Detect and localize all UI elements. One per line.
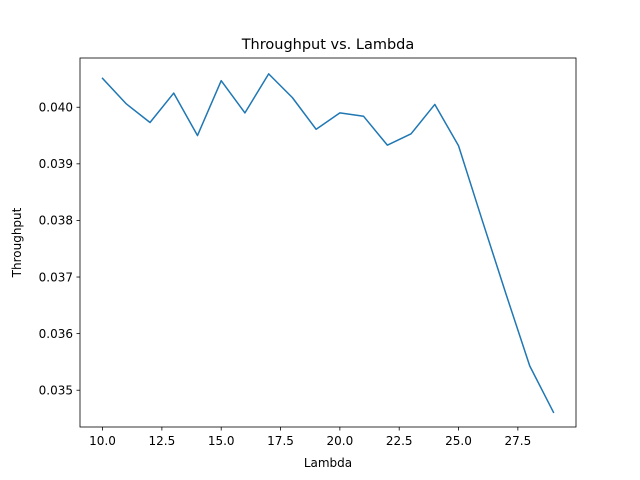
x-axis: 10.0 12.5 15.0 17.5 20.0 22.5 25.0 27.5 [89, 427, 531, 448]
x-tick-label: 27.5 [504, 434, 531, 448]
x-tick-label: 25.0 [445, 434, 472, 448]
x-tick-label: 20.0 [327, 434, 354, 448]
chart-title: Throughput vs. Lambda [241, 37, 415, 53]
y-axis-label: Throughput [10, 207, 24, 278]
series-line-0 [101, 73, 555, 414]
y-tick-label: 0.040 [39, 101, 73, 115]
y-tick-label: 0.038 [39, 214, 73, 228]
y-tick-label: 0.036 [39, 327, 73, 341]
x-tick-label: 10.0 [89, 434, 116, 448]
x-tick-label: 17.5 [267, 434, 294, 448]
plot-frame [79, 57, 577, 428]
x-tick-label: 22.5 [386, 434, 413, 448]
series-layer [101, 73, 555, 414]
y-tick-label: 0.035 [39, 384, 73, 398]
y-tick-label: 0.039 [39, 157, 73, 171]
plot-area [79, 57, 577, 428]
y-tick-label: 0.037 [39, 270, 73, 284]
x-tick-label: 15.0 [208, 434, 235, 448]
x-axis-label: Lambda [304, 456, 352, 470]
x-tick-label: 12.5 [149, 434, 176, 448]
y-axis: 0.035 0.036 0.037 0.038 0.039 0.040 [39, 101, 80, 398]
